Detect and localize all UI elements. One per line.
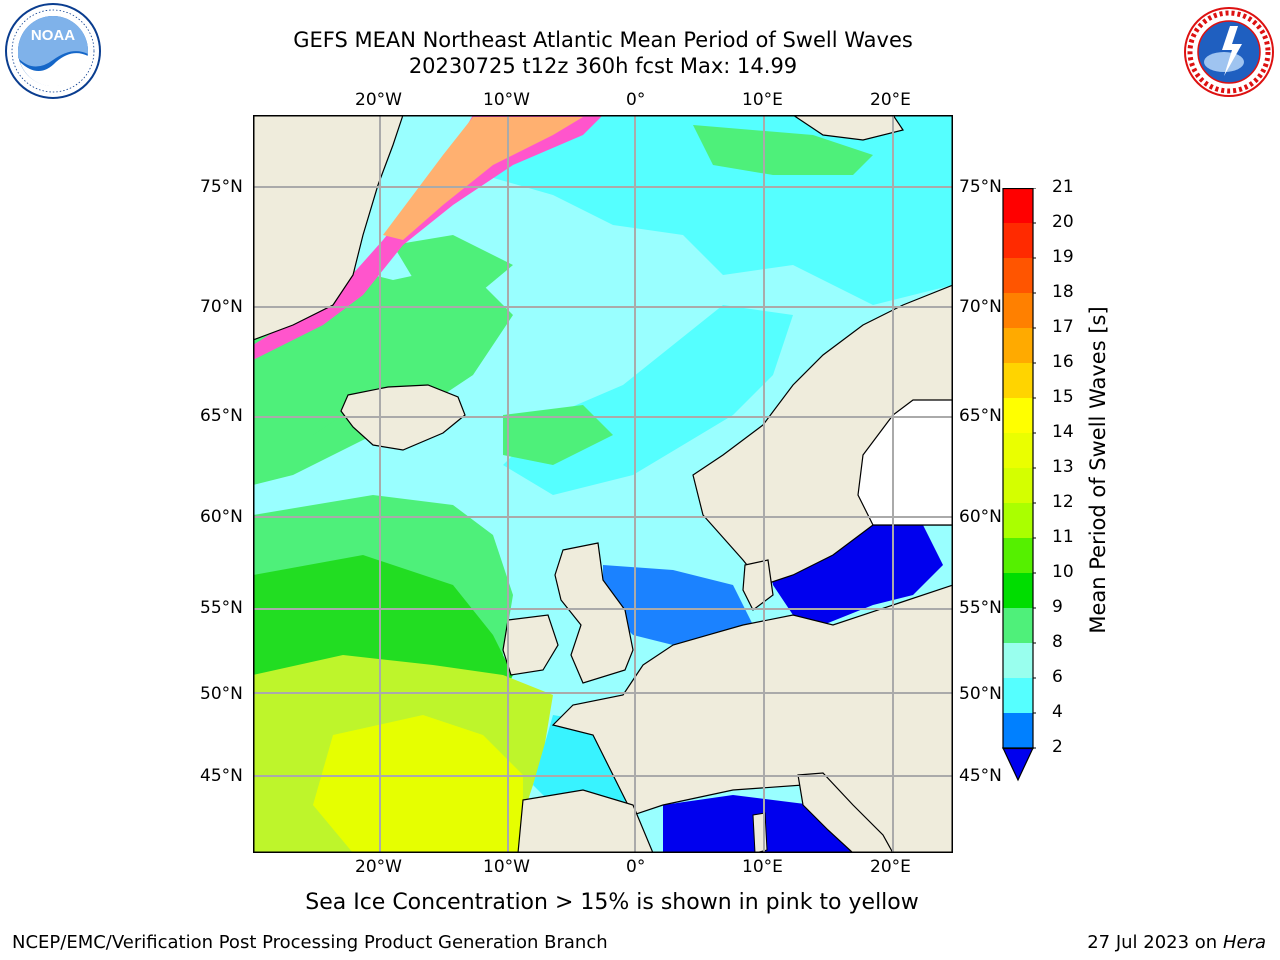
colorbar-band	[1003, 713, 1033, 748]
colorbar-tick-label: 8	[1052, 632, 1063, 652]
land-svalbard	[791, 115, 904, 141]
colorbar-tick-label: 18	[1052, 282, 1074, 302]
lon-label-top-20e: 20°E	[870, 90, 911, 110]
land-iberia	[517, 789, 654, 853]
lat-label-left-65n: 65°N	[200, 406, 243, 426]
colorbar-band	[1003, 538, 1033, 574]
lat-label-left-75n: 75°N	[200, 177, 243, 197]
colorbar-band	[1003, 503, 1033, 539]
lightning-icon	[1222, 26, 1242, 76]
lon-label-bottom-10w: 10°W	[483, 857, 530, 877]
noaa-logo: NOAA	[5, 3, 101, 99]
colorbar-tick-label: 20	[1052, 212, 1074, 232]
lon-label-top-20w: 20°W	[355, 90, 402, 110]
colorbar-band	[1003, 608, 1033, 644]
colorbar-tick-label: 6	[1052, 667, 1063, 687]
land-great-britain	[554, 542, 634, 684]
lat-label-right-55n: 55°N	[959, 598, 1002, 618]
lat-label-right-70n: 70°N	[959, 297, 1002, 317]
colorbar-band	[1003, 293, 1033, 329]
lat-label-right-50n: 50°N	[959, 684, 1002, 704]
swell-zone-green-mid	[503, 405, 613, 465]
graticule	[253, 115, 953, 853]
swell-zone-yellow	[313, 715, 523, 853]
colorbar	[1002, 188, 1036, 782]
lon-label-top-0: 0°	[626, 90, 646, 110]
chart-title: GEFS MEAN Northeast Atlantic Mean Period…	[293, 28, 913, 52]
lat-label-left-60n: 60°N	[200, 507, 243, 527]
sea-ice-pink	[253, 115, 603, 360]
colorbar-band	[1003, 678, 1033, 714]
lon-label-top-10w: 10°W	[483, 90, 530, 110]
swell-zone-green-iceland	[253, 385, 343, 445]
sea-ice-orange	[383, 117, 583, 240]
lat-label-left-45n: 45°N	[200, 766, 243, 786]
colorbar-title: Mean Period of Swell Waves [s]	[1086, 306, 1110, 634]
map-panel	[253, 115, 953, 853]
land-italy	[797, 772, 894, 853]
colorbar-tick-label: 21	[1052, 177, 1074, 197]
lon-label-top-10e: 10°E	[742, 90, 783, 110]
colorbar-band	[1003, 258, 1033, 294]
footer-credit: NCEP/EMC/Verification Post Processing Pr…	[12, 932, 608, 953]
land-finland	[857, 399, 953, 526]
noaa-logo-text: NOAA	[31, 27, 75, 44]
colorbar-tick-label: 11	[1052, 527, 1074, 547]
colorbar-band	[1003, 223, 1033, 259]
colorbar-extend-triangle	[1002, 747, 1034, 782]
colorbar-band	[1003, 643, 1033, 679]
chart-subtitle: 20230725 t12z 360h fcst Max: 14.99	[408, 54, 798, 78]
lon-label-bottom-20w: 20°W	[355, 857, 402, 877]
colorbar-band	[1003, 468, 1033, 504]
footer-date-text: 27 Jul 2023 on	[1087, 932, 1223, 953]
colorbar-tick-label: 9	[1052, 597, 1063, 617]
footer-machine: Hera	[1222, 932, 1266, 953]
colorbar-tick-label: 15	[1052, 387, 1074, 407]
lon-label-bottom-10e: 10°E	[742, 857, 783, 877]
sea-ice-caption: Sea Ice Concentration > 15% is shown in …	[305, 890, 919, 915]
footer-date: 27 Jul 2023 on Hera	[1087, 932, 1266, 953]
colorbar-band	[1003, 573, 1033, 609]
colorbar-tick-label: 14	[1052, 422, 1074, 442]
colorbar-band	[1003, 398, 1033, 434]
lat-label-left-50n: 50°N	[200, 684, 243, 704]
lon-label-bottom-20e: 20°E	[870, 857, 911, 877]
nws-logo	[1184, 7, 1274, 97]
colorbar-tick-label: 17	[1052, 317, 1074, 337]
lon-label-bottom-0: 0°	[626, 857, 646, 877]
colorbar-tick-label: 19	[1052, 247, 1074, 267]
swell-zone-green-north-2	[393, 235, 513, 295]
lat-label-right-75n: 75°N	[959, 177, 1002, 197]
colorbar-tick-label: 13	[1052, 457, 1074, 477]
lat-label-right-65n: 65°N	[959, 406, 1002, 426]
colorbar-tick-label: 12	[1052, 492, 1074, 512]
lat-label-left-55n: 55°N	[200, 598, 243, 618]
swell-zone-green-ne	[693, 125, 873, 175]
land-ireland	[502, 614, 559, 676]
colorbar-band	[1003, 328, 1033, 364]
land-greenland	[253, 115, 404, 341]
colorbar-tick-label: 2	[1052, 737, 1063, 757]
colorbar-band	[1003, 363, 1033, 399]
lat-label-right-45n: 45°N	[959, 766, 1002, 786]
colorbar-tick-label: 16	[1052, 352, 1074, 372]
colorbar-band	[1003, 433, 1033, 469]
colorbar-band	[1003, 188, 1033, 224]
lat-label-right-60n: 60°N	[959, 507, 1002, 527]
colorbar-tick-label: 4	[1052, 702, 1063, 722]
lat-label-left-70n: 70°N	[200, 297, 243, 317]
colorbar-tick-label: 10	[1052, 562, 1074, 582]
